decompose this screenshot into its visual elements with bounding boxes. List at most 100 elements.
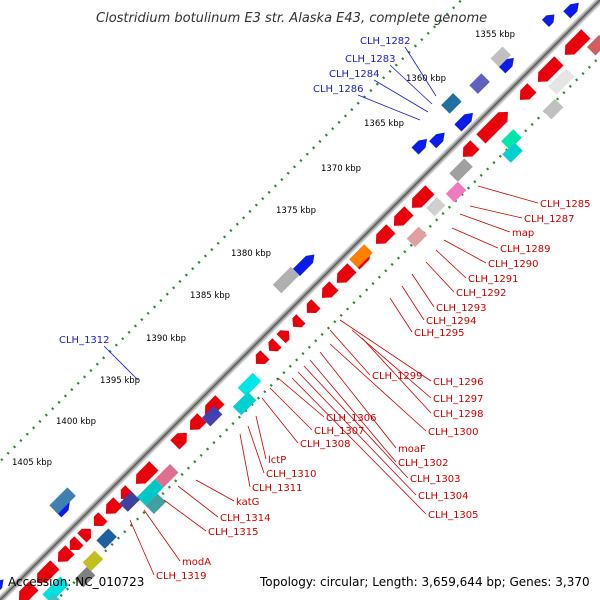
label-leader-line: [303, 365, 409, 479]
label-leader-line: [247, 425, 265, 474]
forward-gene-arrow: [537, 56, 564, 82]
gene-label: moaF: [398, 444, 426, 455]
label-leader-line: [425, 261, 455, 293]
gene-label: CLH_1314: [220, 513, 271, 524]
kbp-tick-label: 1390 kbp: [146, 334, 186, 344]
label-leader-line: [309, 359, 397, 463]
kbp-tick-labels: 1355 kbp 1360 kbp 1365 kbp 1370 kbp 1375 kbp…: [12, 30, 515, 468]
gene-label: CLH_1283: [345, 54, 396, 65]
kbp-tick-label: 1400 kbp: [56, 417, 96, 427]
forward-gene-arrow: [69, 536, 84, 550]
label-leader-line: [195, 479, 235, 502]
forward-gene-arrow: [36, 560, 60, 583]
label-leader-line: [404, 46, 437, 97]
annotation-block: [349, 244, 373, 268]
annotation-block: [502, 142, 523, 163]
gene-label: CLH_1308: [300, 439, 351, 450]
reverse-gene-arrow: [498, 57, 514, 74]
gene-label: CLH_1289: [500, 244, 551, 255]
gene-label: CLH_1291: [468, 274, 519, 285]
gene-label: CLH_1305: [428, 510, 479, 521]
forward-gene-arrow: [476, 111, 508, 144]
reverse-gene-arrow: [292, 254, 315, 276]
gene-label: CLH_1295: [414, 328, 465, 339]
label-leader-line: [443, 239, 487, 264]
annotation-block: [136, 478, 164, 506]
label-leader-line: [373, 79, 429, 113]
forward-gene-arrow: [306, 299, 321, 313]
forward-gene-arrow: [564, 29, 591, 55]
gene-label: CLH_1311: [252, 483, 303, 494]
forward-gene-arrow: [57, 545, 75, 562]
gene-label: CLH_1287: [524, 214, 575, 225]
label-leader-line: [239, 433, 251, 488]
gene-label: CLH_1319: [156, 571, 207, 582]
annotation-block: [145, 493, 166, 514]
forward-gene-arrow: [276, 330, 290, 344]
gene-label: CLH_1312: [59, 335, 110, 346]
gene-label: CLH_1306: [326, 413, 377, 424]
annotation-block: [426, 196, 446, 217]
label-leader-line: [261, 397, 299, 444]
gene-label: katG: [236, 497, 259, 508]
forward-gene-arrow: [135, 461, 159, 484]
kbp-tick-label: 1385 kbp: [190, 291, 230, 301]
forward-gene-arrow: [393, 206, 414, 226]
gene-label: CLH_1315: [208, 527, 259, 538]
genome-summary-text: Topology: circular; Length: 3,659,644 bp…: [259, 575, 590, 589]
annotation-block: [547, 67, 575, 95]
forward-gene-arrow: [93, 512, 108, 526]
label-leader-line: [339, 319, 432, 382]
annotation-block: [441, 93, 462, 114]
gene-label: CLH_1299: [372, 371, 423, 382]
reverse-gene-arrow: [563, 2, 579, 19]
gc-track-inner: [54, 54, 600, 600]
gene-label: modA: [182, 557, 211, 568]
accession-text: Accession: NC_010723: [8, 575, 144, 589]
label-leader-line: [357, 94, 421, 121]
label-leader-line: [435, 249, 467, 279]
kbp-tick-label: 1395 kbp: [100, 376, 140, 386]
kbp-tick-label: 1355 kbp: [475, 30, 515, 40]
label-leader-line: [163, 499, 207, 532]
gc-track-outer: [0, 0, 464, 464]
label-leader-line: [277, 377, 325, 418]
annotation-block: [232, 391, 257, 416]
annotation-block: [272, 266, 300, 294]
annotation-block: [42, 576, 69, 600]
gene-label: CLH_1297: [433, 394, 484, 405]
forward-gene-arrow: [321, 281, 339, 298]
gene-label: CLH_1286: [313, 84, 364, 95]
annotation-block: [154, 463, 179, 488]
gene-label: CLH_1284: [329, 69, 380, 80]
gene-label: CLH_1300: [428, 427, 479, 438]
forward-gene-arrow: [411, 185, 435, 208]
kbp-tick-label: 1360 kbp: [406, 74, 446, 84]
label-leader-line: [329, 329, 371, 376]
reverse-gene-arrow: [454, 112, 473, 132]
annotation-block: [445, 181, 467, 203]
label-leader-line: [477, 185, 539, 204]
annotation-block: [96, 528, 117, 549]
reverse-gene-arrow: [429, 132, 445, 149]
kbp-tick-label: 1365 kbp: [364, 119, 404, 129]
annotation-block: [49, 487, 76, 514]
label-leader-line: [177, 485, 219, 518]
annotation-block: [406, 226, 428, 248]
label-leader-line: [401, 285, 425, 321]
gene-label: CLH_1303: [410, 474, 461, 485]
label-leader-line: [361, 337, 432, 414]
forward-gene-arrow: [170, 432, 187, 450]
map-title: Clostridium botulinum E3 str. Alaska E43…: [96, 11, 487, 26]
label-leader-line: [389, 64, 433, 105]
annotation-block: [449, 158, 473, 182]
label-leader-line: [143, 509, 181, 562]
annotation-block: [48, 594, 60, 600]
label-leader-line: [469, 205, 523, 219]
forward-gene-arrow: [268, 338, 282, 352]
